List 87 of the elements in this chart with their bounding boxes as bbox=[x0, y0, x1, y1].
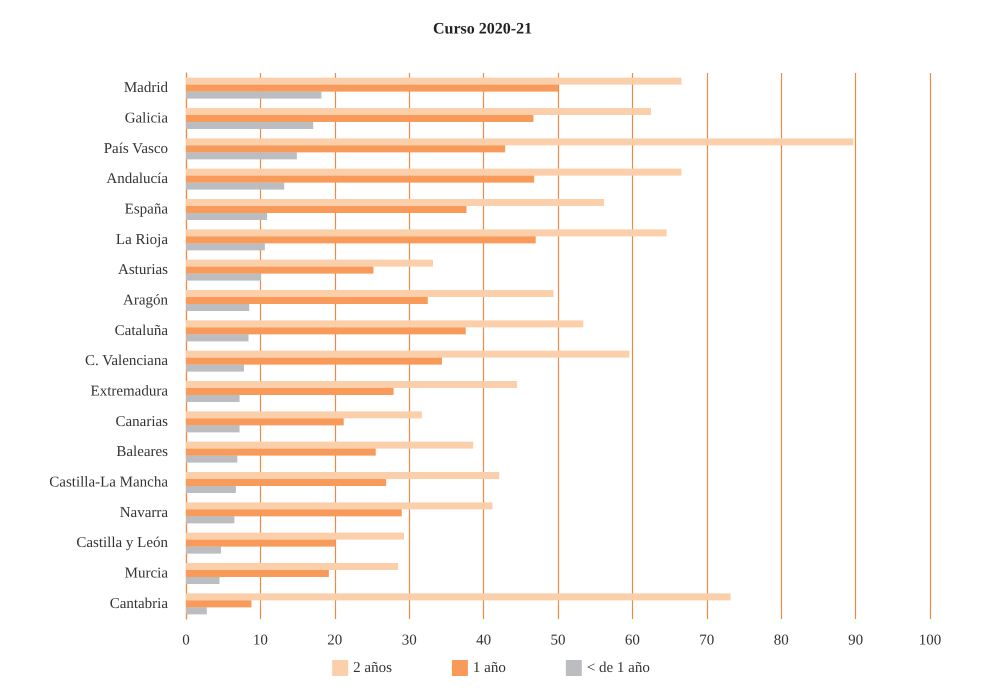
bar bbox=[186, 152, 297, 160]
bar bbox=[186, 607, 207, 614]
bar bbox=[186, 138, 854, 146]
bar bbox=[186, 320, 584, 328]
bar bbox=[186, 395, 240, 402]
bar bbox=[186, 358, 442, 365]
y-tick-label: Galicia bbox=[124, 110, 168, 126]
bar bbox=[186, 236, 536, 244]
y-tick-label: C. Valenciana bbox=[84, 353, 168, 370]
x-tick-label: 20 bbox=[327, 632, 342, 648]
y-tick-label: Navarra bbox=[120, 504, 168, 521]
legend-label: 1 año bbox=[472, 660, 506, 676]
bar bbox=[186, 145, 506, 152]
bar bbox=[186, 364, 244, 372]
bar bbox=[186, 122, 314, 129]
bar bbox=[186, 486, 236, 493]
bar bbox=[186, 176, 534, 183]
x-tick-label: 90 bbox=[848, 632, 864, 648]
x-tick-label: 0 bbox=[182, 632, 190, 648]
y-tick-label: Extremadura bbox=[90, 384, 168, 400]
x-tick-label: 10 bbox=[252, 632, 268, 648]
bar bbox=[186, 418, 344, 426]
y-tick-label: Baleares bbox=[116, 444, 168, 460]
x-tick-label: 60 bbox=[624, 632, 640, 648]
x-tick-label: 70 bbox=[699, 632, 714, 648]
bar bbox=[186, 115, 534, 122]
bar bbox=[186, 502, 493, 510]
legend-label: < de 1 año bbox=[586, 660, 650, 676]
bar bbox=[186, 546, 221, 554]
bar bbox=[186, 199, 604, 206]
bar bbox=[186, 108, 651, 115]
bar bbox=[186, 260, 434, 267]
x-tick-label: 100 bbox=[918, 632, 942, 648]
bar bbox=[186, 334, 248, 342]
y-tick-label: Cataluña bbox=[114, 322, 168, 339]
y-tick-label: Madrid bbox=[124, 80, 168, 96]
bar bbox=[186, 182, 284, 190]
x-tick-label: 80 bbox=[774, 632, 789, 648]
x-tick-label: 30 bbox=[402, 632, 417, 648]
bar bbox=[186, 92, 322, 99]
bar bbox=[186, 78, 682, 85]
bar bbox=[186, 274, 262, 281]
x-tick-label: 50 bbox=[550, 632, 566, 648]
bar bbox=[186, 213, 268, 220]
bar bbox=[186, 540, 336, 547]
bar bbox=[186, 411, 422, 418]
y-tick-label: Murcia bbox=[124, 566, 168, 582]
bar bbox=[186, 577, 220, 584]
y-tick-label: País Vasco bbox=[104, 140, 168, 157]
bar bbox=[186, 327, 466, 334]
bar bbox=[186, 388, 394, 395]
bar bbox=[186, 229, 667, 236]
bar bbox=[186, 479, 386, 486]
bar bbox=[186, 168, 682, 176]
bar bbox=[186, 304, 250, 311]
bar bbox=[186, 84, 558, 92]
bar bbox=[186, 290, 554, 297]
y-tick-label: La Rioja bbox=[116, 232, 168, 248]
bar bbox=[186, 350, 630, 358]
bar bbox=[186, 472, 500, 479]
bar bbox=[186, 516, 234, 524]
bar bbox=[186, 297, 428, 304]
y-tick-label: Cantabria bbox=[110, 596, 168, 612]
bar bbox=[186, 593, 731, 600]
bar bbox=[186, 243, 265, 250]
y-tick-label: España bbox=[124, 202, 168, 218]
y-tick-label: Aragón bbox=[123, 292, 168, 308]
bar bbox=[186, 509, 402, 516]
bar bbox=[186, 448, 376, 456]
bar bbox=[186, 442, 474, 449]
chart-title: Curso 2020-21 bbox=[433, 20, 532, 38]
bar bbox=[186, 600, 252, 608]
y-tick-label: Castilla y León bbox=[76, 535, 168, 552]
bar bbox=[186, 563, 398, 570]
bar bbox=[186, 532, 404, 540]
y-tick-label: Asturias bbox=[118, 262, 168, 278]
bar bbox=[186, 425, 240, 432]
y-tick-label: Castilla-La Mancha bbox=[49, 474, 168, 490]
bar bbox=[186, 266, 374, 274]
x-tick-label: 40 bbox=[476, 632, 492, 648]
bar bbox=[186, 206, 466, 213]
legend-label: 2 años bbox=[353, 660, 392, 676]
y-tick-label: Andalucía bbox=[106, 171, 168, 188]
bar bbox=[186, 570, 329, 577]
bar bbox=[186, 456, 238, 463]
y-tick-label: Canarias bbox=[116, 414, 168, 430]
bar bbox=[186, 381, 518, 388]
